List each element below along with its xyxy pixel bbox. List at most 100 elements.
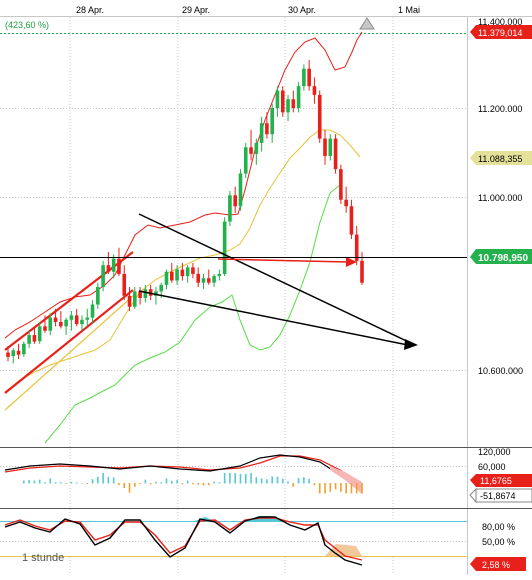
channel-line-3 — [4, 295, 134, 411]
macd-hist-bar — [33, 480, 36, 484]
macd-hist-bar — [165, 478, 168, 484]
price-badge-red: 11.379,014 — [470, 25, 532, 39]
candle-body — [212, 276, 216, 283]
macd-badge: 11,6765 — [480, 476, 512, 486]
candle-body — [32, 335, 37, 342]
svg-text:10.798,950: 10.798,950 — [478, 253, 528, 264]
candle-body — [206, 278, 211, 283]
date-axis: 28 Apr. 29 Apr. 30 Apr. 1 Mai — [0, 5, 532, 17]
candle-body — [185, 267, 190, 277]
price-tick: 11.000.000 — [478, 193, 522, 203]
macd-hist-bar — [49, 478, 52, 484]
candle-body — [159, 284, 164, 292]
macd-hist-bar — [287, 481, 289, 484]
channel-line-1 — [4, 251, 134, 351]
candle-body — [360, 260, 364, 283]
candle-body — [175, 269, 179, 281]
macd-hist-bar — [223, 473, 226, 484]
svg-text:11.379,014: 11.379,014 — [478, 28, 522, 38]
candle-body — [254, 142, 259, 154]
macd-hist-bar — [234, 473, 236, 484]
macd-hist-bar — [213, 481, 215, 484]
candle-body — [323, 138, 327, 157]
stoch-badge: 2,58 % — [482, 560, 510, 570]
candle-body — [64, 319, 68, 327]
macd-hist-bar — [139, 483, 141, 484]
candle-body — [222, 221, 227, 274]
price-tick: 10.600.000 — [478, 366, 523, 376]
macd-tick: 120,000 — [478, 447, 511, 457]
price-badge-mid: 11.088,355 — [470, 151, 532, 165]
macd-hist-bar — [292, 483, 295, 487]
macd-hist-bar — [91, 479, 94, 484]
candle-body — [196, 273, 201, 283]
macd-hist-bar — [60, 482, 62, 484]
candle-body — [74, 315, 79, 325]
candle-body — [312, 86, 317, 95]
candle-body — [101, 265, 105, 288]
candle-body — [127, 295, 132, 307]
macd-hist-bar — [340, 483, 342, 492]
stoch-tick: 80,00 % — [482, 522, 515, 532]
macd-hist-bar — [192, 483, 194, 485]
candle-body — [27, 335, 31, 344]
trend-drawings — [138, 213, 418, 350]
price-axis: 11.400.000 11.200.000 11.000.000 10.600.… — [478, 17, 523, 376]
candle-body — [16, 350, 21, 355]
macd-hist-bar — [54, 482, 57, 484]
macd-hist-bar — [134, 483, 136, 487]
candle-body — [143, 289, 148, 298]
candle-body — [111, 258, 116, 272]
candle-body — [344, 199, 348, 207]
candle-body — [48, 317, 53, 331]
envelope-mid — [4, 129, 361, 393]
macd-hist-bar — [229, 473, 231, 484]
candle-body — [6, 352, 10, 357]
date-label: 1 Mai — [398, 5, 420, 15]
candle-body — [238, 173, 243, 207]
macd-hist-bar — [186, 480, 189, 484]
macd-hist-bar — [276, 476, 279, 484]
macd-hist-bar — [218, 482, 221, 484]
macd-hist-bar — [23, 480, 25, 484]
macd-hist-bar — [160, 482, 163, 484]
macd-hist-bar — [65, 483, 67, 484]
macd-panel: 120,000 60,000 11,6765 -51,8674 — [0, 447, 532, 504]
macd-badge: -51,8674 — [480, 491, 516, 501]
macd-hist-bar — [170, 480, 173, 484]
candle-body — [122, 273, 127, 296]
candle-body — [43, 326, 47, 331]
candle-body — [286, 99, 290, 113]
candle-body — [317, 94, 322, 139]
candle-body — [117, 258, 121, 274]
macd-hist-bar — [308, 478, 310, 484]
envelope-lower — [44, 184, 341, 444]
macd-hist-bar — [266, 479, 268, 484]
macd-hist-bar — [239, 473, 242, 484]
macd-tick: 60,000 — [478, 462, 506, 472]
macd-hist-bar — [313, 483, 316, 486]
candle-body — [259, 123, 264, 143]
candle-body — [339, 169, 343, 200]
macd-hist-bar — [38, 479, 41, 484]
macd-hist-bar — [244, 473, 247, 484]
channel-line-2 — [4, 289, 134, 394]
macd-hist-bar — [144, 479, 147, 484]
candle-body — [201, 278, 206, 283]
period-label: (423,60 %) — [5, 20, 49, 30]
scroll-up-triangle[interactable] — [359, 17, 375, 30]
day-separators — [69, 17, 394, 575]
macd-hist-bar — [361, 483, 363, 494]
candle-body — [270, 108, 274, 135]
macd-hist-bar — [118, 483, 120, 486]
candle-body — [265, 123, 269, 135]
date-label: 28 Apr. — [76, 5, 104, 15]
macd-hist-bar — [271, 476, 273, 484]
macd-hist-bar — [334, 483, 337, 490]
candle-body — [96, 287, 100, 305]
candle-body — [85, 317, 90, 320]
candle-body — [154, 291, 158, 296]
date-label: 30 Apr. — [288, 5, 316, 15]
macd-hist-bar — [176, 480, 178, 484]
